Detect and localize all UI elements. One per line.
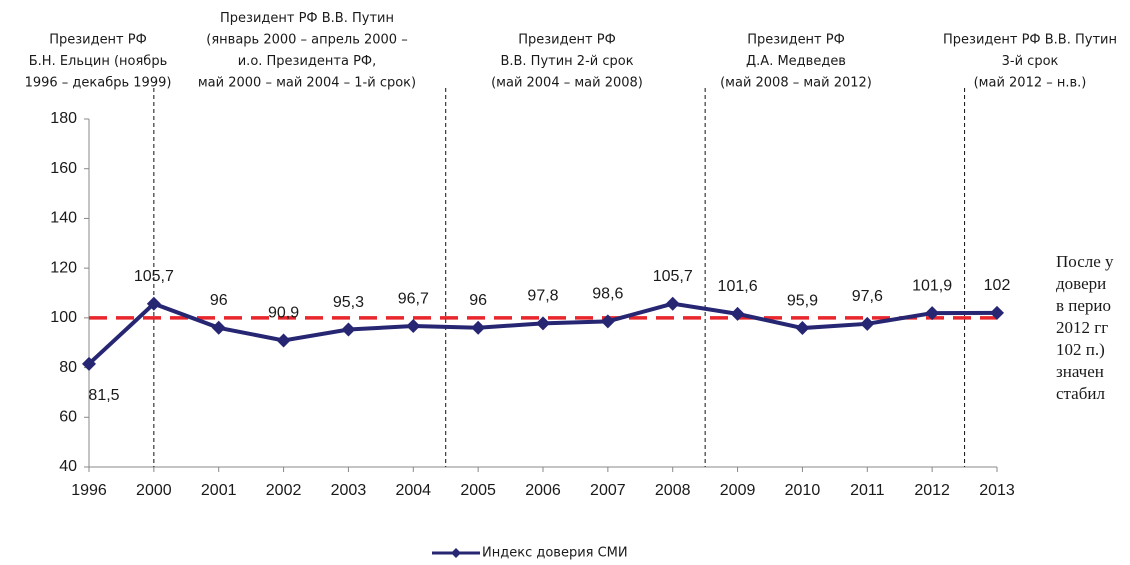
x-tick-label: 2007 (590, 482, 626, 499)
period-label: Б.Н. Ельцин (ноябрь (29, 54, 167, 69)
x-tick-label: 2010 (785, 482, 821, 499)
x-tick-label: 1996 (71, 482, 107, 499)
data-label: 105,7 (134, 268, 174, 285)
x-tick-label: 2004 (395, 482, 431, 499)
marker (925, 306, 940, 321)
x-tick-label: 2008 (655, 482, 691, 499)
period-label: (май 2008 – май 2012) (720, 76, 872, 91)
period-label: 3-й срок (1002, 54, 1059, 69)
period-label: Президент РФ (49, 33, 147, 48)
marker (730, 306, 745, 321)
data-label: 97,8 (527, 288, 558, 305)
y-tick-label: 80 (59, 359, 77, 376)
period-label: В.В. Путин 2-й срок (500, 54, 633, 69)
data-label: 98,6 (592, 286, 623, 303)
marker (665, 296, 680, 311)
side-text: значен (1056, 362, 1104, 381)
period-label: и.о. Президента РФ, (238, 54, 377, 69)
period-label: (май 2004 – май 2008) (491, 76, 643, 91)
marker (600, 314, 615, 329)
marker (82, 356, 96, 371)
y-tick-label: 100 (50, 309, 77, 326)
data-label: 101,6 (718, 278, 758, 295)
x-tick-label: 2011 (850, 482, 885, 499)
data-label: 90,9 (268, 305, 299, 322)
data-label: 95,3 (333, 294, 364, 311)
x-tick-label: 2005 (460, 482, 496, 499)
legend-label: Индекс доверия СМИ (482, 546, 628, 561)
period-label: Президент РФ В.В. Путин (943, 33, 1117, 48)
marker (860, 316, 875, 331)
marker (276, 333, 291, 348)
data-label: 95,9 (787, 292, 818, 309)
side-text: 2012 гг (1056, 318, 1108, 337)
period-label: Президент РФ В.В. Путин (220, 11, 394, 26)
y-tick-label: 40 (59, 458, 77, 475)
marker (406, 319, 421, 334)
side-text: в перио (1056, 296, 1111, 315)
period-label: Президент РФ (747, 33, 845, 48)
period-label: Д.А. Медведев (746, 54, 846, 69)
x-tick-label: 2003 (331, 482, 367, 499)
series-line (87, 301, 998, 366)
period-label: май 2000 – май 2004 – 1-й срок) (198, 76, 416, 91)
marker (536, 316, 550, 331)
data-label: 81,5 (88, 387, 119, 404)
marker (341, 322, 356, 337)
marker (211, 320, 226, 335)
side-text: довери (1056, 274, 1106, 293)
data-label: 101,9 (912, 277, 952, 294)
x-tick-label: 2001 (201, 482, 237, 499)
data-label: 96,7 (398, 290, 429, 307)
data-label: 96 (469, 292, 487, 309)
x-tick-label: 2012 (914, 482, 950, 499)
y-tick-label: 60 (59, 409, 77, 426)
x-tick-label: 2000 (136, 482, 172, 499)
period-label: (май 2012 – н.в.) (974, 76, 1087, 91)
y-tick-label: 160 (50, 160, 77, 177)
legend-marker (451, 548, 461, 558)
marker (146, 296, 161, 311)
x-tick-label: 2002 (266, 482, 302, 499)
data-label: 102 (984, 277, 1011, 294)
period-label: 1996 – декабрь 1999) (25, 76, 172, 91)
y-tick-label: 140 (50, 210, 77, 227)
marker (795, 321, 810, 336)
x-tick-label: 2006 (525, 482, 561, 499)
y-tick-label: 120 (50, 259, 77, 276)
x-tick-label: 2013 (979, 482, 1015, 499)
side-text: После у (1056, 252, 1114, 271)
period-label: Президент РФ (518, 33, 616, 48)
data-label: 105,7 (653, 268, 693, 285)
period-label: (январь 2000 – апрель 2000 – (206, 33, 407, 48)
marker (471, 320, 486, 335)
data-label: 97,6 (852, 288, 883, 305)
marker (990, 305, 1004, 320)
side-text: 102 п.) (1056, 340, 1105, 359)
side-text: стабил (1056, 384, 1105, 403)
y-tick-label: 180 (50, 110, 77, 127)
x-tick-label: 2009 (720, 482, 756, 499)
data-label: 96 (210, 292, 228, 309)
